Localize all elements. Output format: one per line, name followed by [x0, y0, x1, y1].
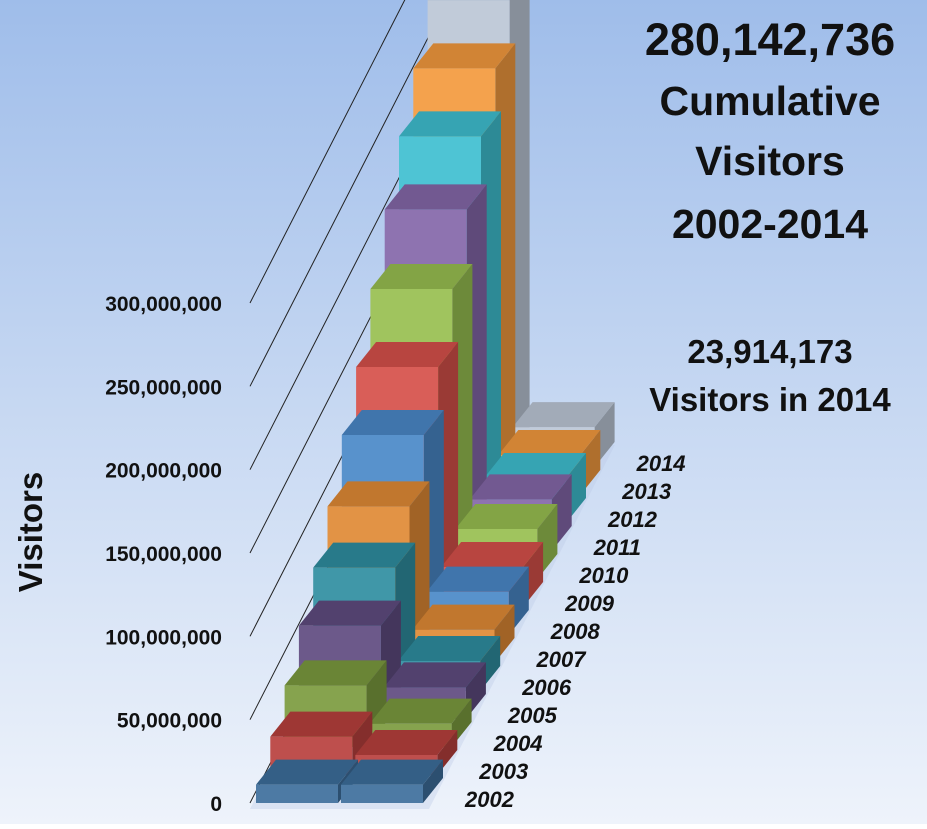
year-label: 2002 — [464, 787, 515, 812]
annotation-annual-line-1: Visitors in 2014 — [649, 381, 891, 418]
year-label: 2007 — [536, 647, 588, 672]
year-label: 2003 — [478, 759, 528, 784]
y-tick-label: 100,000,000 — [105, 626, 222, 649]
y-tick-label: 0 — [210, 793, 222, 816]
year-label: 2014 — [636, 451, 686, 476]
year-label: 2004 — [493, 731, 543, 756]
y-tick-label: 200,000,000 — [105, 460, 222, 483]
year-label: 2011 — [593, 535, 641, 560]
annotation-total-line-2: Visitors — [695, 138, 845, 184]
year-label: 2008 — [550, 619, 601, 644]
y-tick-label: 150,000,000 — [105, 543, 222, 566]
y-tick-label: 50,000,000 — [117, 710, 222, 733]
year-label: 2006 — [521, 675, 572, 700]
bar-2002-series-2 — [341, 760, 443, 803]
y-tick-label: 300,000,000 — [105, 293, 222, 316]
annotation-annual-value: 23,914,173 — [687, 333, 852, 370]
annotation-total-line-1: Cumulative — [660, 78, 881, 124]
y-axis-title: Visitors — [12, 472, 49, 592]
year-label: 2005 — [507, 703, 558, 728]
year-label: 2010 — [578, 563, 629, 588]
annotation-total-line-3: 2002-2014 — [672, 201, 868, 247]
y-tick-label: 250,000,000 — [105, 376, 222, 399]
bar-front — [341, 785, 423, 803]
year-label: 2009 — [564, 591, 615, 616]
bar-front — [256, 785, 338, 803]
year-label: 2013 — [621, 479, 671, 504]
annotation-total-value: 280,142,736 — [645, 14, 895, 65]
year-label: 2012 — [607, 507, 658, 532]
